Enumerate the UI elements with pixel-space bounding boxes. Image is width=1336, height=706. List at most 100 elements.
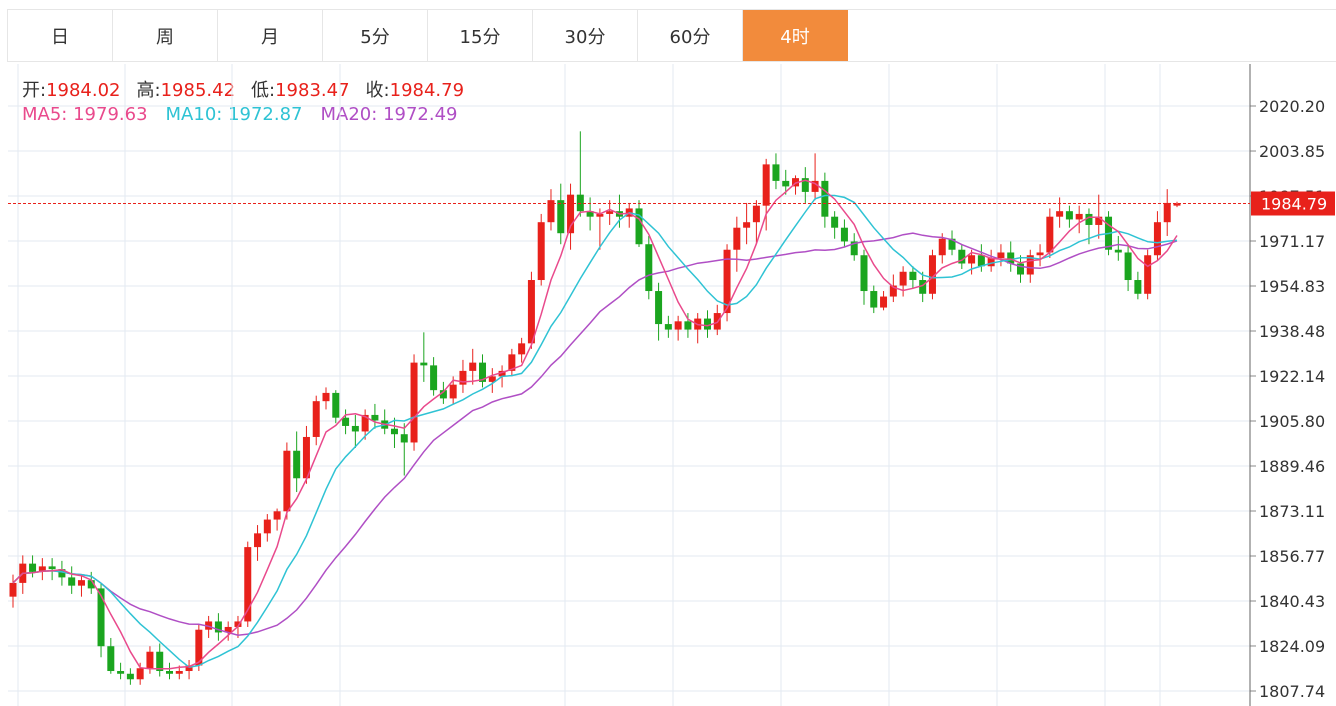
close-label: 收: [365, 80, 390, 101]
candle-body [880, 296, 888, 308]
tab-5[interactable]: 15分 [428, 10, 533, 61]
tab-1[interactable]: 日 [8, 10, 113, 61]
candle-body [1075, 213, 1083, 220]
tab-6[interactable]: 30分 [533, 10, 638, 61]
candle-body [390, 428, 398, 435]
y-tick-label: 1971.17 [1259, 232, 1325, 251]
high-label: 高: [136, 80, 161, 101]
candle-body [586, 211, 594, 217]
candle-body [987, 257, 995, 267]
tab-7[interactable]: 60分 [638, 10, 743, 61]
candle-body [752, 205, 760, 223]
ma20-value: 1972.49 [383, 104, 458, 125]
candle-body [166, 671, 174, 674]
candle-body [1026, 255, 1034, 275]
y-tick-label: 1938.48 [1259, 322, 1325, 341]
y-tick-label: 1807.74 [1259, 682, 1325, 701]
candle-body [997, 252, 1005, 258]
tab-2[interactable]: 周 [113, 10, 218, 61]
candle-body [283, 450, 291, 512]
ma10-line [12, 194, 1178, 668]
candle-body [889, 285, 897, 297]
candle-body [1124, 252, 1132, 281]
candle-body [801, 178, 809, 192]
ma20-label: MA20: [320, 104, 384, 125]
y-tick-label: 1889.46 [1259, 457, 1325, 476]
candle-body [449, 384, 457, 399]
y-tick-label: 1922.14 [1259, 367, 1325, 386]
candle-body [928, 255, 936, 294]
candle-body [332, 392, 340, 418]
candle-body [195, 629, 203, 666]
open-value: 1984.02 [46, 80, 121, 101]
y-tick-label: 1905.80 [1259, 412, 1325, 431]
candle-body [733, 227, 741, 250]
candle-body [29, 563, 37, 572]
tab-8[interactable]: 4时 [743, 10, 848, 61]
timeframe-tabs: 日周月 5分 15分 30分 60分 4时 [7, 9, 848, 62]
candle-body [87, 580, 95, 589]
high-value: 1985.42 [160, 80, 236, 101]
candle-body [606, 211, 614, 214]
open-label: 开: [22, 80, 47, 101]
candle-body [1095, 216, 1103, 225]
candle-body [351, 425, 359, 432]
candle-body [1114, 249, 1122, 253]
candle-body [596, 213, 604, 217]
candle-body [48, 566, 56, 570]
candle-body [9, 582, 17, 597]
candle-body [567, 194, 575, 234]
candle-body [68, 577, 76, 586]
candle-body [821, 180, 829, 217]
candle-body [645, 244, 653, 292]
candle-body [909, 271, 917, 281]
ma5-line [12, 179, 1178, 670]
candle-body [968, 255, 976, 264]
y-tick-label: 1954.83 [1259, 277, 1325, 296]
candle-body [77, 580, 85, 586]
candle-body [263, 519, 271, 534]
candle-body [1046, 216, 1054, 253]
candle-body [518, 343, 526, 355]
candle-body [792, 178, 800, 187]
candle-body [1144, 255, 1152, 294]
candle-body [811, 180, 819, 192]
candle-body [469, 362, 477, 371]
candle-body [1163, 202, 1171, 223]
candle-body [1016, 263, 1024, 275]
candle-body [498, 370, 506, 377]
candle-body [635, 208, 643, 245]
candle-body [1065, 211, 1073, 220]
low-value: 1983.47 [275, 80, 350, 101]
tab-4[interactable]: 5分 [323, 10, 428, 61]
candle-body [126, 673, 134, 680]
candle-body [674, 321, 682, 330]
candle-body [117, 671, 125, 674]
candle-body [743, 222, 751, 228]
candle-body [234, 621, 242, 627]
candle-body [831, 216, 839, 228]
candle-body [175, 671, 183, 674]
tab-3[interactable]: 月 [218, 10, 323, 61]
candle-body [576, 194, 584, 212]
candle-body [254, 533, 262, 548]
y-tick-label: 1824.09 [1259, 637, 1325, 656]
candle-body [97, 588, 105, 647]
ohlc-info: 开:1984.02 高:1985.42 低:1983.47 收:1984.79 [22, 76, 464, 102]
candle-body [146, 651, 154, 669]
candle-body [439, 390, 447, 399]
candle-body [38, 566, 46, 572]
candle-body [537, 222, 545, 281]
y-tick-label: 1856.77 [1259, 547, 1325, 566]
candle-body [224, 626, 232, 633]
candle-body [361, 414, 369, 432]
candle-body [860, 255, 868, 292]
current-price-label: 1984.79 [1261, 195, 1327, 214]
candle-body [958, 249, 966, 264]
y-tick-label: 2020.20 [1259, 97, 1325, 116]
candle-body [1173, 203, 1181, 206]
ma10-value: 1972.87 [228, 104, 303, 125]
candle-body [410, 362, 418, 443]
candle-body [322, 392, 330, 402]
candle-body [479, 362, 487, 382]
